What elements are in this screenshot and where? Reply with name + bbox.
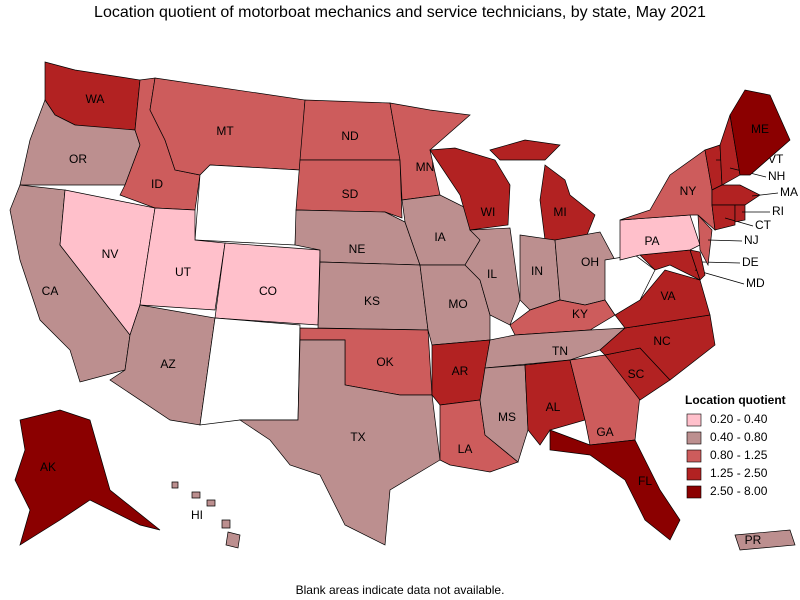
state bbox=[734, 529, 796, 551]
state bbox=[171, 481, 241, 549]
state-label: MS bbox=[498, 410, 516, 424]
state-label: CT bbox=[755, 218, 772, 232]
state-label: IN bbox=[531, 264, 543, 278]
legend-label: 0.20 - 0.40 bbox=[710, 412, 768, 426]
state-label: NC bbox=[653, 334, 671, 348]
state-label: AK bbox=[40, 460, 56, 474]
state-label: AL bbox=[546, 400, 561, 414]
state-label: FL bbox=[638, 474, 652, 488]
map-title: Location quotient of motorboat mechanics… bbox=[94, 4, 706, 21]
state-label: MI bbox=[553, 205, 566, 219]
state-label: TX bbox=[350, 430, 365, 444]
legend-swatch bbox=[686, 413, 702, 427]
state-label: HI bbox=[191, 508, 203, 522]
legend-title: Location quotient bbox=[685, 393, 786, 407]
state-label: LA bbox=[458, 442, 473, 456]
legend-label: 0.40 - 0.80 bbox=[710, 430, 768, 444]
note: Blank areas indicate data not available. bbox=[296, 583, 505, 597]
state-label: KY bbox=[572, 307, 588, 321]
state bbox=[489, 139, 596, 241]
legend-swatch bbox=[686, 467, 702, 481]
state-label: RI bbox=[772, 204, 784, 218]
state bbox=[238, 339, 441, 546]
state-label: ID bbox=[151, 177, 163, 191]
state-label: KS bbox=[364, 294, 380, 308]
state bbox=[429, 147, 511, 231]
legend-label: 2.50 - 8.00 bbox=[710, 484, 768, 498]
state bbox=[711, 184, 761, 206]
state bbox=[464, 227, 521, 326]
state bbox=[199, 317, 301, 426]
state bbox=[549, 429, 681, 541]
state-label: NY bbox=[680, 184, 697, 198]
state-label: MO bbox=[448, 297, 467, 311]
leader-line bbox=[724, 217, 754, 227]
state-label: WA bbox=[86, 92, 105, 106]
state-label: SC bbox=[628, 367, 645, 381]
leader-line bbox=[751, 192, 779, 197]
state bbox=[729, 89, 791, 176]
state-label: VA bbox=[660, 289, 675, 303]
state bbox=[711, 204, 736, 231]
state-label: MD bbox=[746, 276, 765, 290]
state bbox=[697, 214, 713, 267]
state bbox=[389, 102, 471, 201]
state-label: AZ bbox=[160, 357, 175, 371]
state-label: NH bbox=[768, 169, 785, 183]
state-label: CA bbox=[42, 284, 59, 298]
state-label: OR bbox=[69, 152, 87, 166]
legend-swatch bbox=[686, 431, 702, 445]
state-label: IA bbox=[434, 230, 445, 244]
legend-swatch bbox=[686, 449, 702, 463]
state-label: UT bbox=[175, 265, 192, 279]
legend-label: 1.25 - 2.50 bbox=[710, 466, 768, 480]
state-label: TN bbox=[552, 344, 568, 358]
state-label: OK bbox=[376, 355, 393, 369]
state bbox=[295, 159, 403, 219]
state-label: NE bbox=[349, 242, 366, 256]
state-label: PR bbox=[745, 533, 762, 547]
state-label: MN bbox=[416, 160, 435, 174]
legend-label: 0.80 - 1.25 bbox=[710, 448, 768, 462]
state-label: GA bbox=[596, 425, 613, 439]
state-label: OH bbox=[581, 255, 599, 269]
state-label: PA bbox=[644, 234, 659, 248]
state-label: NJ bbox=[744, 233, 759, 247]
state-label: IL bbox=[487, 267, 497, 281]
legend-swatch bbox=[686, 485, 702, 499]
leader-line bbox=[707, 239, 743, 242]
state-label: ND bbox=[341, 129, 359, 143]
state bbox=[14, 409, 161, 546]
state-label: DE bbox=[742, 255, 759, 269]
state-label: AR bbox=[452, 364, 469, 378]
state bbox=[689, 249, 706, 281]
state-label: MA bbox=[780, 185, 798, 199]
state-label: NV bbox=[102, 247, 119, 261]
state bbox=[734, 204, 746, 223]
state-label: WI bbox=[481, 205, 496, 219]
state-label: MT bbox=[216, 124, 234, 138]
state-label: SD bbox=[342, 187, 359, 201]
state-label: ME bbox=[751, 122, 769, 136]
state bbox=[194, 164, 301, 246]
state-label: CO bbox=[259, 284, 277, 298]
